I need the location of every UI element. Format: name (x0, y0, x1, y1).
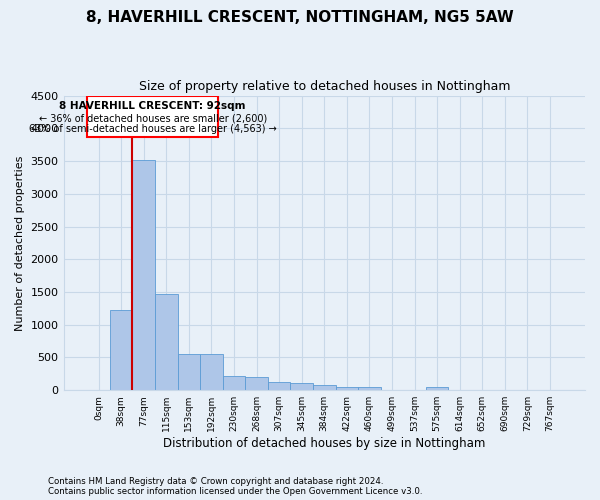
FancyBboxPatch shape (87, 96, 218, 137)
Text: 63% of semi-detached houses are larger (4,563) →: 63% of semi-detached houses are larger (… (29, 124, 277, 134)
Bar (178, 354, 200, 390)
Title: Size of property relative to detached houses in Nottingham: Size of property relative to detached ho… (139, 80, 510, 93)
Bar (200, 354, 223, 390)
Y-axis label: Number of detached properties: Number of detached properties (15, 155, 25, 330)
Bar (426, 387, 448, 390)
Bar (133, 160, 155, 390)
Bar (358, 387, 381, 390)
Text: ← 36% of detached houses are smaller (2,600): ← 36% of detached houses are smaller (2,… (38, 113, 267, 123)
Text: Contains public sector information licensed under the Open Government Licence v3: Contains public sector information licen… (48, 487, 422, 496)
Bar (313, 386, 335, 390)
Bar (290, 384, 313, 390)
Text: 8, HAVERHILL CRESCENT, NOTTINGHAM, NG5 5AW: 8, HAVERHILL CRESCENT, NOTTINGHAM, NG5 5… (86, 10, 514, 25)
Bar (335, 387, 358, 390)
X-axis label: Distribution of detached houses by size in Nottingham: Distribution of detached houses by size … (163, 437, 485, 450)
Bar (110, 310, 133, 390)
Bar (223, 376, 245, 390)
Bar (245, 378, 268, 390)
Text: 8 HAVERHILL CRESCENT: 92sqm: 8 HAVERHILL CRESCENT: 92sqm (59, 102, 246, 112)
Bar (268, 382, 290, 390)
Bar (155, 294, 178, 390)
Text: Contains HM Land Registry data © Crown copyright and database right 2024.: Contains HM Land Registry data © Crown c… (48, 477, 383, 486)
